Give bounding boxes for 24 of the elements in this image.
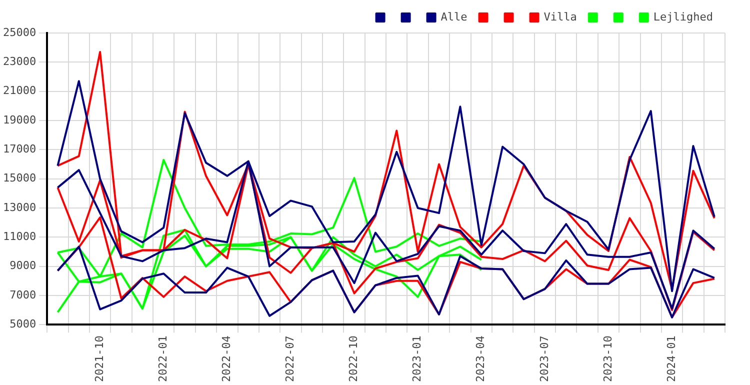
x-tick-label: 2023-10 <box>601 336 614 382</box>
x-tick-label: 2022-07 <box>284 336 297 382</box>
x-tick-label: 2022-01 <box>156 336 170 382</box>
legend-label: Villa <box>544 10 577 24</box>
y-tick-label: 7000 <box>10 288 36 302</box>
y-tick-label: 17000 <box>2 142 36 156</box>
legend-label: Alle <box>440 10 468 24</box>
legend-label: Lejlighed <box>653 10 714 24</box>
x-tick-label: 2022-10 <box>347 336 360 382</box>
x-tick-label: 2023-07 <box>538 336 551 382</box>
x-tick-label: 2022-04 <box>220 335 234 382</box>
y-tick-label: 13000 <box>2 200 36 214</box>
y-tick-label: 5000 <box>10 318 36 330</box>
x-tick-label: 2023-01 <box>410 336 424 382</box>
y-tick-label: 21000 <box>2 84 36 98</box>
y-tick-label: 15000 <box>2 172 36 185</box>
x-tick-label: 2021-10 <box>92 336 106 382</box>
x-tick-label: 2023-04 <box>474 335 488 382</box>
y-tick-label: 23000 <box>2 55 36 68</box>
y-tick-label: 11000 <box>2 230 36 244</box>
y-tick-label: 19000 <box>2 113 36 126</box>
y-tick-label: 9000 <box>10 259 36 272</box>
x-tick-label: 2024-01 <box>664 336 678 382</box>
y-tick-label: 25000 <box>2 26 36 39</box>
